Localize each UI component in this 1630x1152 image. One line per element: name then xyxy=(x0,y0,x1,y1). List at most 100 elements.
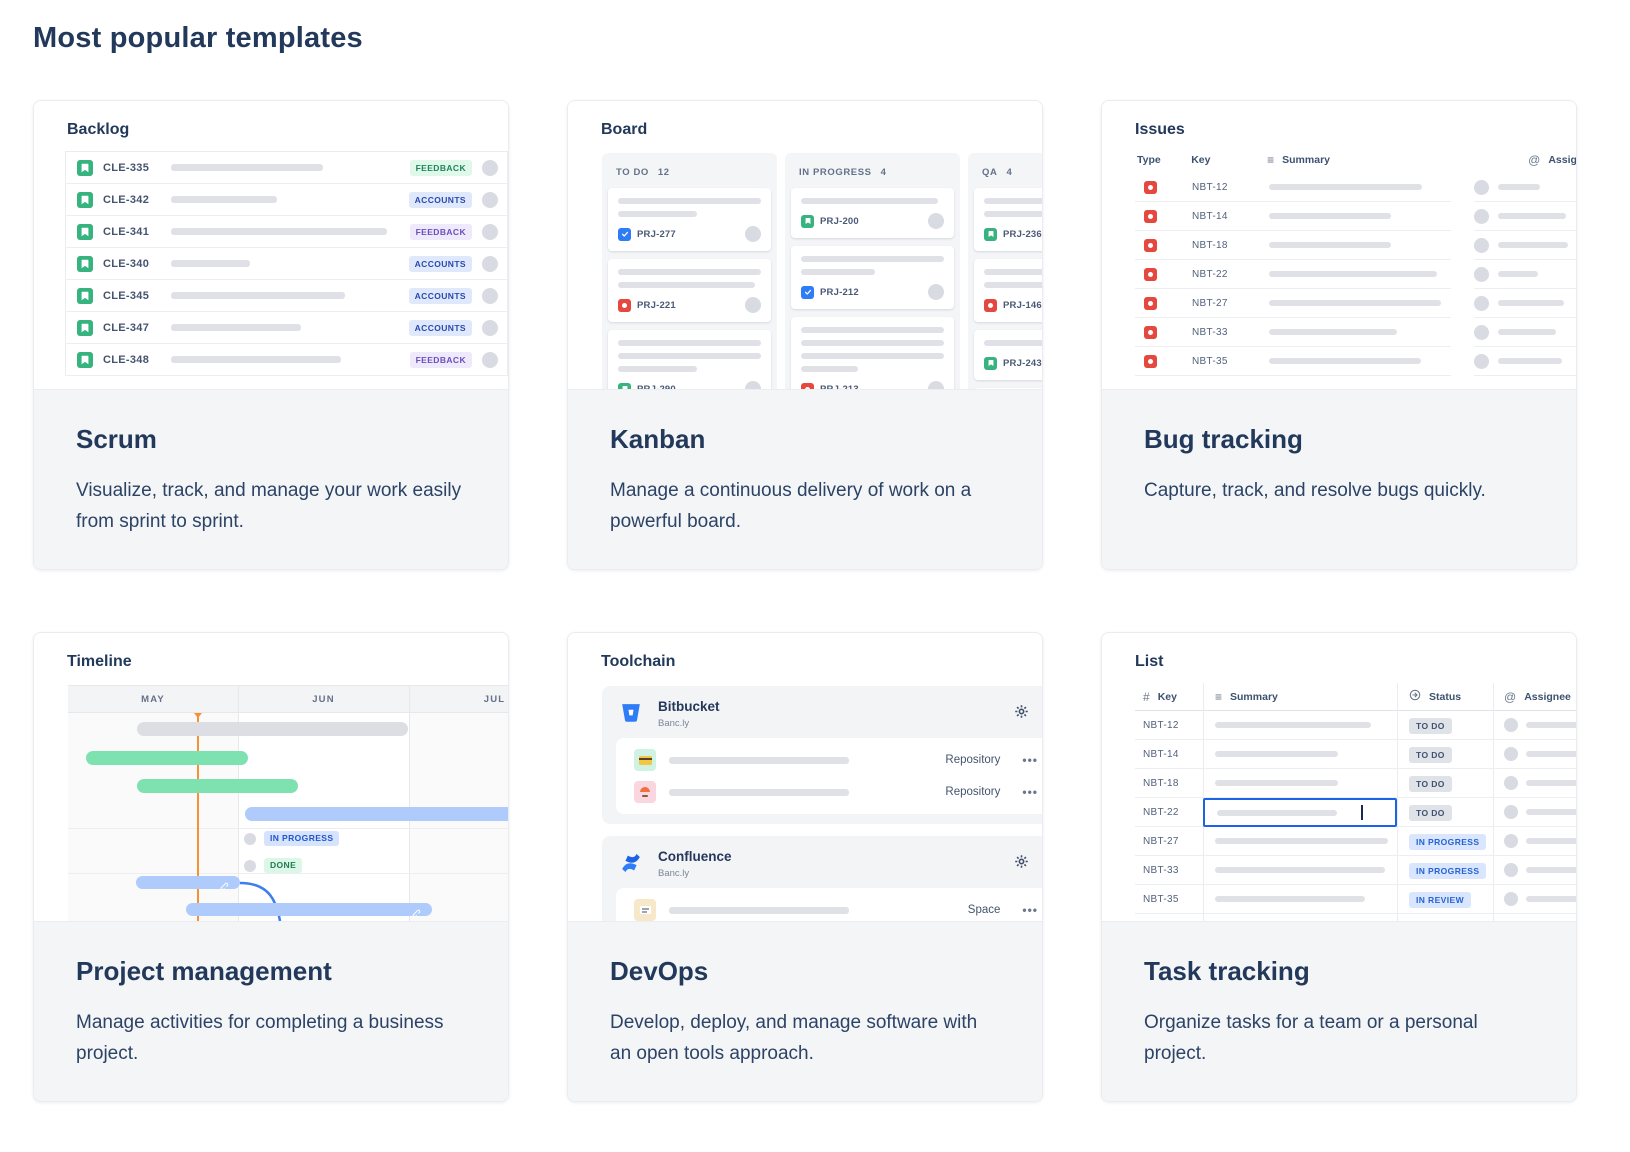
issue-key: PRJ-221 xyxy=(637,299,676,311)
task-icon xyxy=(801,285,814,299)
avatar xyxy=(928,213,944,229)
issue-row: NBT-27 xyxy=(1135,289,1576,318)
list-row: NBT-14 TO DO xyxy=(1135,740,1576,769)
avatar xyxy=(1504,747,1518,761)
list-row: NBT-33 IN PROGRESS xyxy=(1135,856,1576,885)
bug-icon xyxy=(1144,180,1157,194)
backlog-table: CLE-335 FEEDBACK CLE-342 ACCOUNTS CLE-34… xyxy=(65,151,508,376)
skeleton-text xyxy=(618,211,697,217)
skeleton-text xyxy=(618,282,756,288)
skeleton-text xyxy=(1215,722,1371,728)
skeleton-text xyxy=(171,228,387,235)
issue-key: CLE-348 xyxy=(103,353,150,366)
template-card-kanban[interactable]: Board TO DO 12 PRJ-277 PRJ-221 xyxy=(567,100,1043,570)
month-label: MAY xyxy=(141,694,165,705)
page-title: Most popular templates xyxy=(33,22,363,54)
gridline xyxy=(409,685,410,921)
card-title: Scrum xyxy=(76,424,157,454)
issue-key: CLE-345 xyxy=(103,289,150,302)
tool-panel: Repository ••• Repository ••• xyxy=(616,738,1042,814)
summary-edit-field xyxy=(1203,798,1397,827)
column-name: IN PROGRESS xyxy=(799,167,872,178)
gridline xyxy=(68,828,508,829)
skeleton-text xyxy=(1269,184,1422,190)
gear-icon xyxy=(1014,854,1029,874)
skeleton-text xyxy=(801,256,944,262)
skeleton-text xyxy=(1269,300,1441,306)
row-type-label: Space xyxy=(967,904,1001,916)
repo-emoji-icon xyxy=(634,749,656,771)
link-icon xyxy=(412,905,421,921)
timeline-preview: Timeline MAY JUN JUL xyxy=(34,633,508,921)
card-title: Project management xyxy=(76,956,332,986)
skeleton-text xyxy=(1215,751,1338,757)
template-card-scrum[interactable]: Backlog CLE-335 FEEDBACK CLE-342 ACCOUNT… xyxy=(33,100,509,570)
tool-name: Confluence xyxy=(658,848,732,864)
tool-panel: Space ••• xyxy=(616,888,1042,921)
status-badge: TO DO xyxy=(1409,747,1452,763)
status-badge: DONE xyxy=(264,858,303,873)
issue-key: PRJ-243 xyxy=(1003,357,1042,369)
assignee-icon: @ xyxy=(1504,689,1517,704)
avatar xyxy=(745,297,761,313)
more-icon: ••• xyxy=(1022,785,1038,799)
issue-row: NBT-33 xyxy=(1135,318,1576,347)
gantt-bar-blue xyxy=(245,807,508,821)
avatar xyxy=(482,351,498,368)
avatar xyxy=(244,833,256,845)
story-icon xyxy=(77,351,93,368)
card-description: Manage activities for completing a busin… xyxy=(76,1012,444,1064)
column-count: 4 xyxy=(1006,167,1013,178)
issue-row: NBT-18 xyxy=(1135,231,1576,260)
tool-row: Repository ••• xyxy=(634,776,1038,808)
avatar xyxy=(482,223,498,240)
skeleton-text xyxy=(1526,722,1576,728)
template-card-task-tracking[interactable]: List # Key ≡ Summary Status @ Assignee NBT-… xyxy=(1101,632,1577,1102)
gantt-chart: MAY JUN JUL IN PROGRESS DONE xyxy=(68,685,508,921)
issue-key: CLE-347 xyxy=(103,321,150,334)
col-status: Status xyxy=(1429,690,1462,703)
skeleton-text xyxy=(171,356,341,363)
skeleton-text xyxy=(171,196,277,203)
issue-key: NBT-33 xyxy=(1192,326,1228,338)
issue-key: NBT-12 xyxy=(1143,719,1179,731)
gear-icon xyxy=(1014,704,1029,724)
issue-key: PRJ-212 xyxy=(820,286,859,298)
board-card: PRJ-200 xyxy=(791,188,954,238)
column-divider xyxy=(1493,683,1494,921)
story-icon xyxy=(77,159,93,176)
avatar xyxy=(1504,863,1518,877)
skeleton-text xyxy=(801,269,876,275)
issue-key: NBT-14 xyxy=(1143,748,1179,760)
card-description: Capture, track, and resolve bugs quickly… xyxy=(1144,480,1486,501)
list-row: NBT-27 IN PROGRESS xyxy=(1135,827,1576,856)
status-badge: IN REVIEW xyxy=(1409,892,1471,908)
avatar xyxy=(482,287,498,304)
template-card-bug-tracking[interactable]: Issues Type Key ≡ Summary @ Assignee NBT-1… xyxy=(1101,100,1577,570)
bitbucket-icon xyxy=(616,698,646,728)
skeleton-text xyxy=(1498,329,1556,335)
skeleton-text xyxy=(1498,213,1566,219)
avatar xyxy=(244,860,256,872)
skeleton-text xyxy=(618,340,761,346)
skeleton-text xyxy=(801,366,859,372)
kanban-preview: Board TO DO 12 PRJ-277 PRJ-221 xyxy=(568,101,1042,389)
skeleton-text xyxy=(1526,809,1576,815)
board-column-in-progress: IN PROGRESS 4 PRJ-200 PRJ-212 xyxy=(785,153,960,389)
column-header: IN PROGRESS 4 xyxy=(791,159,954,188)
col-key: Key xyxy=(1191,154,1211,166)
issue-key: NBT-22 xyxy=(1143,806,1179,818)
skeleton-text xyxy=(171,292,345,299)
bug-icon xyxy=(618,298,631,312)
skeleton-text xyxy=(1498,184,1540,190)
issue-key: NBT-22 xyxy=(1192,268,1228,280)
skeleton-text xyxy=(1269,329,1397,335)
skeleton-text xyxy=(1498,300,1564,306)
kanban-board: TO DO 12 PRJ-277 PRJ-221 xyxy=(602,153,1042,389)
template-card-project-management[interactable]: Timeline MAY JUN JUL xyxy=(33,632,509,1102)
story-icon xyxy=(801,214,814,228)
